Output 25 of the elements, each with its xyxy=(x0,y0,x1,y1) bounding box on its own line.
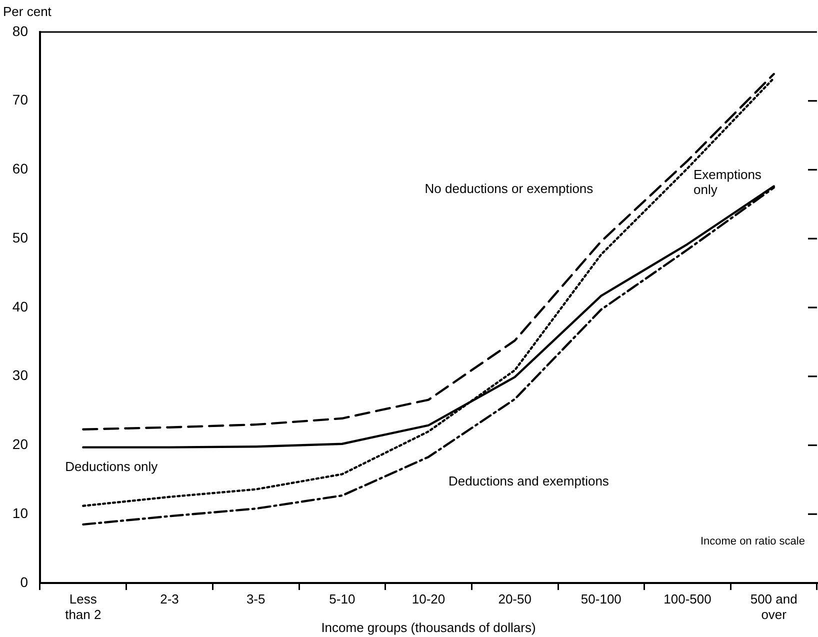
series-label: Deductions and exemptions xyxy=(448,474,610,489)
x-tick-label: 2-3 xyxy=(160,591,179,606)
y-tick-label: 0 xyxy=(20,574,28,590)
x-axis-title: Income groups (thousands of dollars) xyxy=(321,620,536,636)
y-tick-label: 80 xyxy=(12,22,28,39)
text: No deductions or exemptions xyxy=(424,180,594,196)
x-tick-label: 500 and over xyxy=(750,591,798,622)
x-tick-label: 50-100 xyxy=(580,591,622,606)
annotation: Income on ratio scale xyxy=(700,536,805,548)
y-tick-label: 70 xyxy=(12,92,28,108)
x-tick-label: 10-20 xyxy=(412,591,446,606)
series-label: Deductions only xyxy=(65,458,158,474)
x-tick-label: 5-10 xyxy=(329,591,356,606)
x-tick-label: 20-50 xyxy=(498,591,532,606)
x-tick-label: 100-500 xyxy=(664,591,712,606)
y-tick-label: 60 xyxy=(12,160,28,177)
y-tick-label: 40 xyxy=(12,298,28,314)
x-tick-label: Less than 2 xyxy=(65,591,102,622)
y-axis-title: Per cent xyxy=(3,4,52,19)
y-tick-label: 30 xyxy=(12,367,28,384)
y-tick-label: 20 xyxy=(12,436,28,452)
y-tick-label: 50 xyxy=(12,229,28,246)
y-tick-label: 10 xyxy=(12,504,28,521)
x-tick-label: 3-5 xyxy=(246,591,266,606)
series-label: Exemptions only xyxy=(694,166,762,197)
